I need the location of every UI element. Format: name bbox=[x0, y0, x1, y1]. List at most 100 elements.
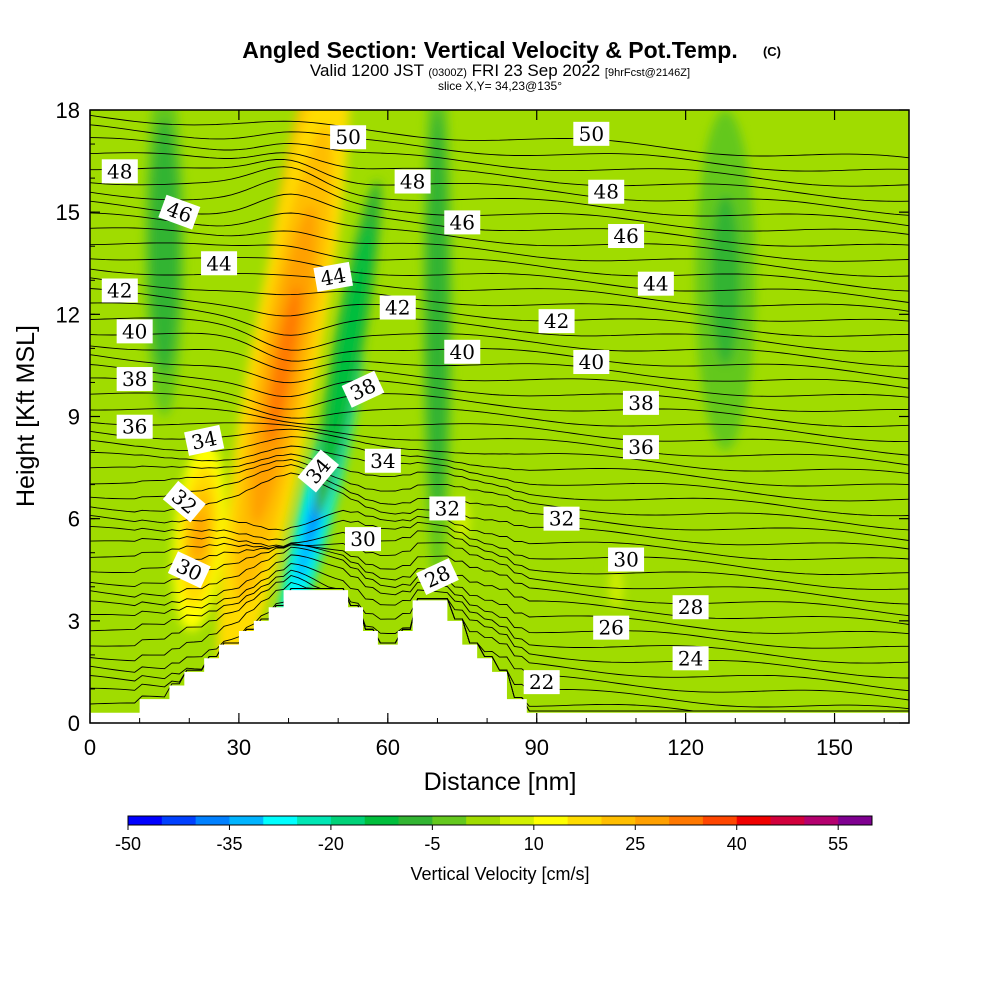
contour-label-box bbox=[345, 527, 381, 552]
contour-label-box bbox=[573, 350, 610, 375]
contour-label: 46 bbox=[444, 210, 481, 235]
colorbar-swatch bbox=[567, 816, 602, 825]
theta-contour bbox=[90, 377, 909, 427]
x-tick-label: 60 bbox=[376, 735, 400, 760]
contour-label-text: 44 bbox=[206, 251, 231, 275]
y-tick-label: 6 bbox=[68, 507, 80, 532]
theta-contour bbox=[90, 354, 909, 398]
colorbar-swatch bbox=[466, 816, 501, 825]
contour-label-box bbox=[637, 271, 674, 296]
theta-contour bbox=[90, 445, 909, 502]
contour-label-box bbox=[158, 194, 201, 230]
contour-label-text: 46 bbox=[613, 224, 638, 248]
contour-label: 40 bbox=[116, 319, 153, 344]
colorbar-frame bbox=[127, 815, 873, 826]
colorbar-swatch bbox=[398, 816, 433, 825]
contour-label-box bbox=[341, 370, 385, 408]
theta-contour bbox=[90, 364, 909, 412]
contour-label: 28 bbox=[672, 595, 709, 620]
colorbar-tick-label: -5 bbox=[424, 834, 440, 854]
contour-label-box bbox=[523, 670, 560, 695]
contour-label-text: 46 bbox=[450, 210, 475, 234]
contour-label: 36 bbox=[622, 435, 659, 460]
contour-label: 26 bbox=[593, 615, 630, 640]
contour-label: 22 bbox=[523, 670, 560, 695]
colorbar-swatch bbox=[195, 816, 230, 825]
theta-contour bbox=[90, 421, 909, 466]
contour-label: 44 bbox=[313, 261, 354, 292]
contour-label-box bbox=[364, 448, 401, 473]
colorbar-tick-label: 55 bbox=[828, 834, 848, 854]
theta-contour bbox=[90, 554, 909, 649]
theta-contour bbox=[90, 563, 909, 664]
theta-contour bbox=[90, 472, 909, 550]
subtitle-utc: (0300Z) bbox=[428, 67, 467, 79]
contour-label: 40 bbox=[573, 350, 610, 375]
colorbar-tick-label: 25 bbox=[625, 834, 645, 854]
contour-label-text: 36 bbox=[628, 435, 653, 459]
colorbar-swatch bbox=[161, 816, 197, 825]
contour-label-text: 48 bbox=[107, 159, 132, 183]
colorbar-tick-label: -35 bbox=[216, 834, 242, 854]
theta-contour bbox=[90, 453, 909, 517]
contour-label: 50 bbox=[573, 121, 610, 146]
theta-contour bbox=[90, 193, 909, 247]
contour-label: 48 bbox=[394, 169, 431, 194]
contour-label: 42 bbox=[101, 278, 138, 303]
x-tick-label: 0 bbox=[84, 735, 96, 760]
contour-label-text: 42 bbox=[544, 309, 569, 333]
contour-label-text: 48 bbox=[593, 180, 618, 204]
theta-contour bbox=[90, 574, 909, 692]
contour-label-text: 24 bbox=[678, 646, 703, 670]
contour-label-box bbox=[622, 435, 659, 460]
theta-contour bbox=[90, 569, 909, 679]
contour-label-box bbox=[429, 496, 466, 521]
contour-label-text: 38 bbox=[628, 391, 653, 415]
x-tick-label: 30 bbox=[227, 735, 251, 760]
theta-contour bbox=[90, 166, 909, 227]
theta-contour bbox=[90, 542, 909, 605]
theta-contour bbox=[90, 530, 909, 590]
colorbar: -50 -35 -20 -5 10 25 40 55 bbox=[115, 815, 873, 854]
chart-subtitle: Valid 1200 JST (0300Z) FRI 23 Sep 2022 [… bbox=[310, 61, 690, 80]
contour-label-box bbox=[538, 309, 575, 334]
theta-contour bbox=[90, 277, 909, 322]
contour-label-box bbox=[593, 615, 630, 640]
contour-label-text: 50 bbox=[335, 125, 360, 149]
theta-contour bbox=[90, 345, 909, 389]
theta-contour bbox=[90, 152, 909, 202]
velocity-cell bbox=[339, 306, 357, 391]
y-tick-label: 9 bbox=[68, 405, 80, 430]
contour-label-text: 34 bbox=[370, 449, 395, 473]
x-axis: 0 30 60 90 120 150 bbox=[84, 110, 885, 760]
theta-contour bbox=[90, 582, 909, 701]
contour-label-box bbox=[379, 295, 416, 320]
colorbar-swatch bbox=[330, 816, 366, 825]
contour-label-text: 48 bbox=[400, 170, 425, 194]
contour-label-box bbox=[672, 595, 709, 620]
contour-label-box bbox=[394, 169, 431, 194]
x-tick-label: 120 bbox=[667, 735, 704, 760]
contour-label-text: 40 bbox=[450, 340, 475, 364]
theta-contour bbox=[90, 288, 909, 337]
theta-contour bbox=[90, 137, 909, 187]
velocity-cell bbox=[192, 511, 206, 560]
contour-label-box bbox=[573, 121, 610, 146]
contour-label-text: 40 bbox=[579, 350, 604, 374]
y-tick-label: 0 bbox=[68, 711, 80, 736]
contour-label-box bbox=[167, 551, 211, 589]
velocity-cell bbox=[159, 203, 170, 289]
colorbar-tick-label: 40 bbox=[727, 834, 747, 854]
theta-contour bbox=[90, 317, 909, 367]
contour-label: 48 bbox=[588, 179, 625, 204]
contour-label: 32 bbox=[543, 506, 580, 531]
colorbar-tick-label: 10 bbox=[524, 834, 544, 854]
contour-label: 42 bbox=[538, 309, 575, 334]
contour-label: 44 bbox=[637, 271, 674, 296]
colorbar-label: Vertical Velocity [cm/s] bbox=[410, 864, 589, 884]
contour-label: 30 bbox=[608, 547, 645, 572]
colorbar-swatch bbox=[838, 816, 873, 825]
theta-contour bbox=[90, 177, 909, 235]
theta-contour bbox=[90, 212, 909, 262]
